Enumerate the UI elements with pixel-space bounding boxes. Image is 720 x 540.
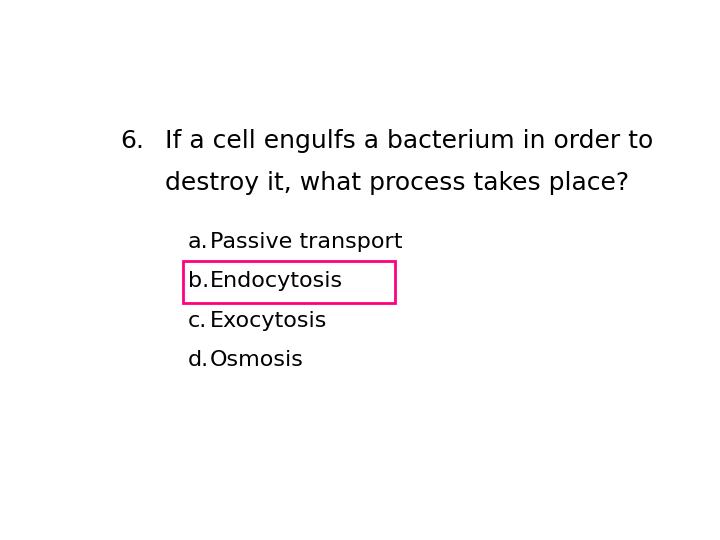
Text: Osmosis: Osmosis [210,350,304,370]
Text: d.: d. [188,350,209,370]
Text: b.: b. [188,271,209,291]
Text: If a cell engulfs a bacterium in order to: If a cell engulfs a bacterium in order t… [166,129,654,153]
Text: 6.: 6. [121,129,145,153]
Text: Endocytosis: Endocytosis [210,271,343,291]
Text: Passive transport: Passive transport [210,232,402,252]
Text: a.: a. [188,232,208,252]
Bar [183,261,395,302]
Text: destroy it, what process takes place?: destroy it, what process takes place? [166,171,629,195]
Text: Exocytosis: Exocytosis [210,310,328,330]
Text: c.: c. [188,310,207,330]
